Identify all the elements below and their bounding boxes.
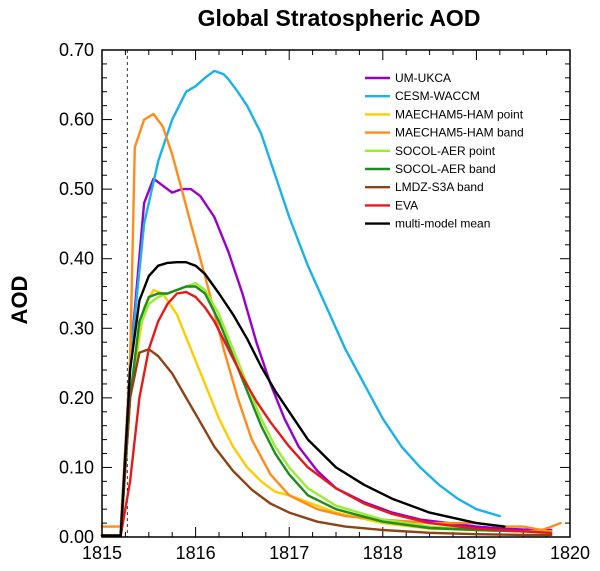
y-tick-label: 0.10 [59,457,94,477]
series-line-lmdz-s3a-band [100,348,553,537]
x-tick-label: 1819 [456,543,496,563]
legend-label-maecham5-ham-point: MAECHAM5-HAM point [395,107,524,121]
y-axis-label: AOD [7,276,32,325]
x-tick-label: 1820 [550,543,590,563]
series-line-socol-aer-point [100,281,525,537]
series-line-socol-aer-band [100,285,525,537]
x-tick-label: 1817 [269,543,309,563]
legend-label-cesm-waccm: CESM-WACCM [395,89,480,103]
y-tick-label: 0.40 [59,249,94,269]
plot-area: 0.00 0.10 0.20 0.30 0.40 0.50 0.60 0.70 1815 1816… [59,40,590,563]
legend-label-multi-model-mean: multi-model mean [395,217,490,231]
legend-label-socol-aer-band: SOCOL-AER band [395,162,496,176]
legend-label-lmdz-s3a-band: LMDZ-S3A band [395,180,484,194]
y-tick-label: 0.00 [59,527,94,547]
legend-label-eva: EVA [395,198,418,212]
legend-label-socol-aer-point: SOCOL-AER point [395,144,496,158]
series-line-eva [100,290,553,537]
x-tick-label: 1815 [82,543,122,563]
series-line-maecham5-ham-band [100,112,562,532]
y-tick-label: 0.30 [59,318,94,338]
x-tick-label: 1818 [363,543,403,563]
y-tick-label: 0.20 [59,388,94,408]
legend: UM-UKCA CESM-WACCM MAECHAM5-HAM point MAECH… [365,71,524,231]
x-tick-label: 1816 [176,543,216,563]
y-tick-label: 0.50 [59,179,94,199]
plot-frame [101,49,571,538]
series-line-multi-model-mean [100,261,506,537]
y-tick-label: 0.70 [59,40,94,60]
chart-title: Global Stratospheric AOD [198,5,481,31]
legend-label-um-ukca: UM-UKCA [395,71,451,85]
y-tick-label: 0.60 [59,110,94,130]
legend-label-maecham5-ham-band: MAECHAM5-HAM band [395,126,524,140]
series-line-cesm-waccm [100,69,501,537]
